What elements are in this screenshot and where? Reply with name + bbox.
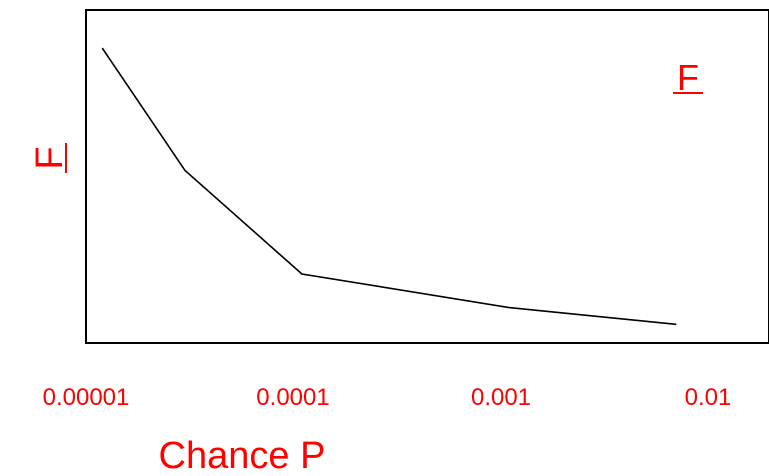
series-layer xyxy=(101,47,677,326)
x-tick-label-1: 0.0001 xyxy=(256,384,329,411)
series-0-point-2 xyxy=(301,273,303,275)
y-axis-label: F xyxy=(29,146,71,169)
x-tick-label-2: 0.001 xyxy=(471,384,531,411)
series-0-point-3 xyxy=(508,307,510,309)
series-0-point-0 xyxy=(101,47,103,49)
x-axis-label: Chance P xyxy=(159,435,326,476)
x-tick-label-3: 0.01 xyxy=(685,384,732,411)
series-line-0 xyxy=(101,47,676,326)
series-0-point-4 xyxy=(675,323,677,325)
x-tick-label-0: 0.00001 xyxy=(43,384,130,411)
y-axis-label-group: F xyxy=(29,143,71,173)
x-tick-labels: 0.00001 0.0001 0.001 0.01 xyxy=(43,384,732,411)
f-annotation: F xyxy=(673,57,703,98)
plot-area-frame xyxy=(85,9,769,344)
f-annotation-text: F xyxy=(677,57,699,98)
series-0-point-1 xyxy=(184,169,186,171)
